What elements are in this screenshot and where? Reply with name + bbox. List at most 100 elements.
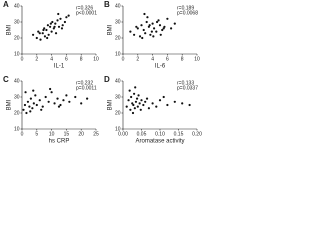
point — [146, 16, 149, 19]
point — [38, 32, 41, 35]
y-tick-label: 20 — [115, 110, 121, 116]
x-tick-label: 6 — [166, 56, 169, 62]
point — [135, 97, 139, 100]
y-tick-label: 10 — [115, 51, 121, 57]
point — [65, 16, 68, 19]
y-tick-label: 40 — [14, 78, 20, 84]
x-tick-label: 0 — [122, 56, 125, 62]
point — [155, 105, 158, 108]
point — [80, 102, 83, 105]
x-axis-label: Aromatase activity — [135, 139, 184, 145]
point — [67, 14, 70, 17]
point — [136, 27, 139, 30]
point — [181, 102, 184, 105]
point — [131, 111, 135, 115]
point — [166, 17, 169, 20]
point — [188, 103, 191, 107]
point — [61, 24, 64, 27]
point — [22, 108, 25, 111]
x-tick-label: 2 — [136, 56, 139, 62]
point — [56, 97, 59, 100]
point — [129, 30, 132, 33]
y-tick-label: 40 — [115, 78, 121, 84]
point — [32, 102, 35, 105]
point — [158, 99, 162, 102]
point — [50, 30, 53, 33]
point — [143, 12, 146, 16]
x-tick-label: 0 — [21, 56, 24, 62]
x-tick-label: 0.20 — [192, 131, 202, 137]
x-tick-label: 8 — [181, 56, 184, 62]
y-axis-label: BMI — [7, 99, 13, 110]
point — [60, 27, 64, 30]
y-tick-label: 30 — [115, 19, 121, 25]
point — [125, 105, 128, 108]
point — [39, 38, 42, 41]
x-tick-label: 2 — [35, 56, 38, 62]
annotation: r=0.232 — [76, 80, 93, 86]
panel-label: C — [3, 75, 9, 84]
point — [152, 27, 156, 30]
point — [35, 103, 38, 107]
point — [44, 95, 47, 99]
point — [144, 32, 147, 35]
x-tick-label: 4 — [151, 56, 154, 62]
panel-label: D — [104, 75, 110, 84]
y-tick-label: 10 — [115, 126, 121, 132]
point — [45, 28, 48, 32]
point — [25, 111, 28, 115]
point — [57, 105, 61, 108]
x-tick-label: 6 — [65, 56, 68, 62]
y-tick-label: 20 — [14, 110, 20, 116]
point — [162, 27, 165, 30]
y-tick-label: 40 — [115, 3, 121, 9]
point — [41, 105, 44, 108]
point — [62, 99, 65, 102]
point — [145, 97, 149, 100]
x-tick-label: 15 — [64, 131, 70, 137]
point — [65, 94, 68, 97]
point — [170, 27, 173, 30]
x-tick-label: 0.05 — [137, 131, 147, 137]
point — [49, 22, 52, 25]
point — [57, 25, 61, 28]
x-tick-label: 0.10 — [155, 131, 165, 137]
point — [24, 91, 27, 94]
point — [127, 99, 130, 102]
point — [157, 19, 160, 22]
x-tick-label: 0.15 — [174, 131, 184, 137]
point — [132, 103, 135, 107]
point — [139, 108, 142, 111]
point — [131, 102, 134, 105]
point — [28, 105, 31, 108]
point — [155, 30, 158, 33]
point — [166, 103, 169, 107]
point — [63, 20, 67, 24]
x-tick-label: 0.00 — [118, 131, 128, 137]
point — [54, 32, 58, 35]
point — [149, 33, 152, 36]
point — [159, 33, 162, 36]
point — [138, 102, 141, 105]
point — [47, 100, 50, 103]
panel-label: B — [104, 0, 110, 9]
point — [148, 24, 151, 27]
point — [137, 94, 140, 97]
point — [147, 107, 150, 110]
point — [144, 100, 147, 103]
point — [47, 33, 50, 36]
y-axis-label: BMI — [108, 99, 114, 110]
x-tick-label: 5 — [35, 131, 38, 137]
annotation: r=0.189 — [177, 5, 194, 11]
point — [42, 28, 45, 32]
x-tick-label: 8 — [80, 56, 83, 62]
point — [158, 24, 162, 27]
point — [86, 97, 89, 100]
point — [173, 22, 176, 25]
y-axis-label: BMI — [7, 24, 13, 35]
point — [41, 32, 44, 35]
point — [134, 86, 137, 89]
x-tick-label: 10 — [93, 56, 99, 62]
point — [23, 103, 27, 107]
